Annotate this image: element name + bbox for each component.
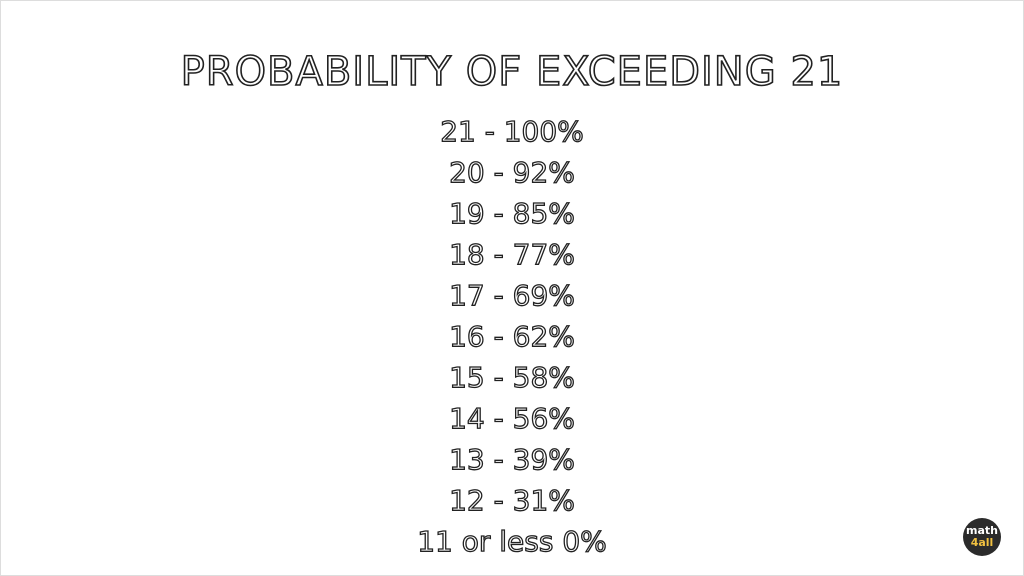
probability-line: 13 - 39% bbox=[448, 442, 575, 476]
logo-top: math bbox=[966, 524, 998, 537]
logo-bottom: 4all bbox=[970, 536, 994, 549]
slide-title: PROBABILITY OF EXCEEDING 21 bbox=[180, 48, 844, 96]
probability-line: 12 - 31% bbox=[448, 483, 575, 517]
probability-line: 11 or less 0% bbox=[417, 524, 608, 558]
probability-line: 16 - 62% bbox=[448, 319, 575, 353]
probability-line: 17 - 69% bbox=[448, 278, 575, 312]
probability-line: 20 - 92% bbox=[448, 155, 575, 189]
probability-line: 18 - 77% bbox=[448, 237, 575, 271]
logo: math 4all bbox=[963, 518, 1001, 556]
probability-line: 19 - 85% bbox=[448, 196, 575, 230]
probability-list: 21 - 100% 20 - 92% 19 - 85% 18 - 77% 17 - 69… bbox=[1, 111, 1023, 562]
probability-line: 15 - 58% bbox=[448, 360, 575, 394]
probability-line: 14 - 56% bbox=[448, 401, 575, 435]
probability-line: 21 - 100% bbox=[440, 114, 585, 148]
